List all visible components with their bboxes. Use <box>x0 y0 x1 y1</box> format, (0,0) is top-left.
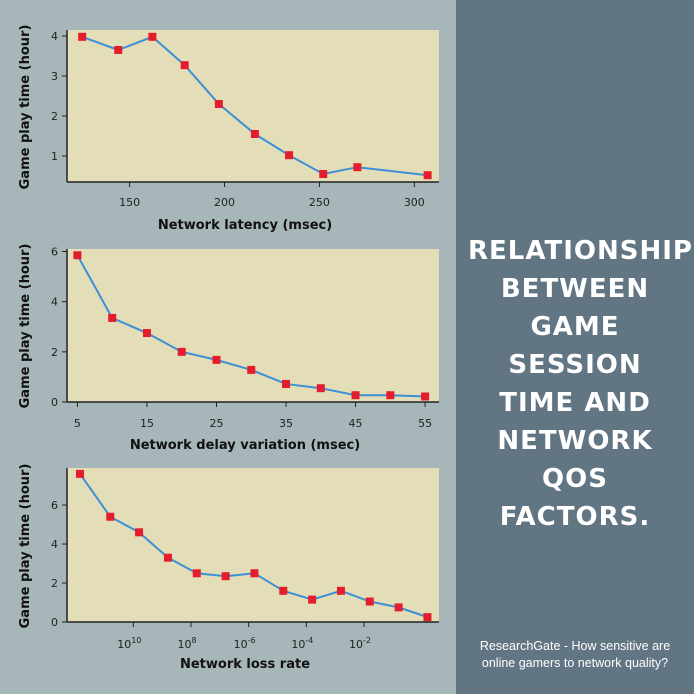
headline-line: RELATIONSHIP <box>468 236 693 266</box>
plot-area <box>67 468 439 622</box>
x-tick-exponent: -2 <box>363 636 371 645</box>
y-tick-label: 6 <box>51 246 58 259</box>
x-tick-label: 250 <box>309 196 330 209</box>
x-tick-label: 200 <box>214 196 235 209</box>
x-tick-exponent: -4 <box>305 636 313 645</box>
chart-1: 1 2 3 4 150 200 250 300 Network latency (msec) Ga… <box>18 25 439 233</box>
data-point <box>214 100 223 108</box>
data-point <box>247 365 256 374</box>
data-point <box>212 355 221 364</box>
data-point <box>316 384 325 393</box>
x-axis-title: Network delay variation (msec) <box>130 438 360 453</box>
x-tick-label: 5 <box>74 417 81 430</box>
y-tick-label: 4 <box>51 30 58 43</box>
chart-2: 0 2 4 6 5 15 25 35 45 55 Network delay variation (… <box>18 244 439 453</box>
data-point <box>73 251 82 260</box>
y-tick-label: 0 <box>51 616 58 629</box>
data-point <box>365 597 374 606</box>
plot-area <box>67 249 439 402</box>
data-point <box>386 391 395 400</box>
x-tick-label: 10-4 <box>291 636 313 651</box>
y-tick-label: 3 <box>51 70 58 83</box>
plot-area <box>67 30 439 182</box>
y-tick-label: 1 <box>51 150 58 163</box>
data-point <box>221 572 230 581</box>
data-point <box>250 130 259 138</box>
data-point <box>423 613 432 622</box>
x-tick-label: 10-2 <box>349 636 371 651</box>
data-point <box>78 32 87 41</box>
x-tick-label: 25 <box>209 417 223 430</box>
data-point <box>250 569 259 578</box>
data-point <box>114 46 123 54</box>
data-point <box>135 528 144 537</box>
data-point <box>108 313 117 322</box>
data-point <box>351 391 360 400</box>
x-tick-label: 108 <box>177 636 196 651</box>
headline-line: NETWORK QOS <box>497 426 653 494</box>
data-point <box>282 379 291 388</box>
y-tick-label: 4 <box>51 296 58 309</box>
x-axis-title: Network latency (msec) <box>158 218 332 233</box>
data-point <box>423 171 432 180</box>
data-point <box>394 603 403 612</box>
data-point <box>163 553 172 562</box>
x-tick-label: 1010 <box>117 636 141 651</box>
data-point <box>177 347 186 356</box>
x-tick-label: 35 <box>279 417 293 430</box>
y-tick-label: 4 <box>51 538 58 551</box>
data-point <box>148 32 157 41</box>
data-point <box>279 586 288 595</box>
x-tick-label: 45 <box>349 417 363 430</box>
data-point <box>106 512 115 521</box>
data-point <box>180 61 189 70</box>
headline-line: GAME SESSION <box>508 312 642 380</box>
data-point <box>142 329 151 338</box>
x-tick-label: 300 <box>404 196 425 209</box>
headline-line: FACTORS. <box>499 502 651 532</box>
series-line <box>81 35 428 177</box>
x-tick-label: 15 <box>140 417 154 430</box>
headline: RELATIONSHIP BETWEEN GAME SESSION TIME A… <box>468 232 693 536</box>
y-axis-title: Game play time (hour) <box>18 25 33 190</box>
data-point <box>308 595 317 604</box>
headline-line: TIME AND <box>499 388 651 418</box>
y-axis-title: Game play time (hour) <box>18 464 33 629</box>
x-tick-label: 55 <box>418 417 432 430</box>
data-point <box>319 170 328 178</box>
data-point <box>353 163 362 172</box>
x-axis-title: Network loss rate <box>180 657 310 672</box>
title-panel: RELATIONSHIP BETWEEN GAME SESSION TIME A… <box>456 0 694 694</box>
y-tick-label: 2 <box>51 110 58 123</box>
x-tick-exponent: 8 <box>191 636 196 645</box>
x-tick-exponent: -6 <box>248 636 256 645</box>
headline-line: BETWEEN <box>500 274 650 304</box>
data-point <box>192 569 201 578</box>
data-point <box>75 469 84 478</box>
data-point <box>336 586 345 595</box>
y-tick-label: 6 <box>51 499 58 512</box>
source-caption: ResearchGate - How sensitive are online … <box>479 639 671 670</box>
y-tick-label: 0 <box>51 396 58 409</box>
data-point <box>421 392 430 401</box>
x-tick-exponent: 10 <box>131 636 141 645</box>
y-axis-title: Game play time (hour) <box>18 244 33 409</box>
y-tick-label: 2 <box>51 577 58 590</box>
data-point <box>285 151 294 160</box>
x-tick-label: 10-6 <box>234 636 256 651</box>
x-tick-label: 150 <box>119 196 140 209</box>
y-tick-label: 2 <box>51 346 58 359</box>
